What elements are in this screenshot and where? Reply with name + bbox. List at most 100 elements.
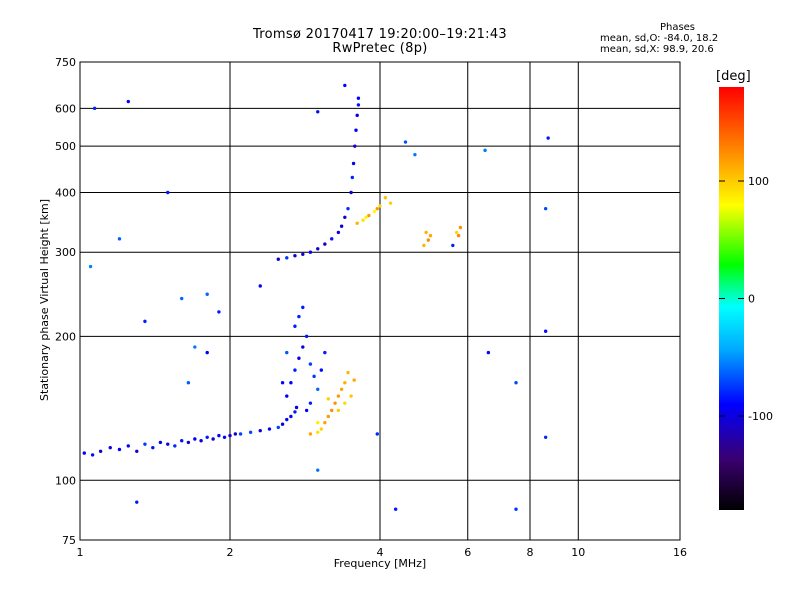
x-tick-label: 4 (377, 546, 384, 559)
data-point (285, 350, 289, 355)
data-point (343, 83, 347, 88)
colorbar-tick-label: 100 (748, 175, 769, 188)
data-point (403, 140, 408, 144)
y-tick-label: 600 (55, 102, 76, 115)
data-point (135, 449, 139, 453)
data-point (336, 394, 341, 398)
data-point (352, 378, 356, 382)
data-point (166, 190, 170, 195)
data-point (98, 449, 103, 453)
data-point (186, 381, 191, 385)
data-point (514, 507, 518, 511)
data-point (92, 106, 97, 111)
data-point (180, 439, 184, 443)
data-point (293, 368, 297, 372)
data-point (343, 381, 347, 385)
data-point (301, 252, 305, 257)
data-point (428, 233, 433, 238)
data-point (336, 408, 341, 413)
x-tick-label: 10 (571, 546, 585, 559)
data-point (193, 437, 197, 441)
data-point (88, 264, 93, 269)
data-point (193, 345, 197, 349)
y-tick-label: 300 (55, 246, 76, 259)
data-point (308, 250, 313, 254)
data-point (285, 256, 289, 260)
data-point (451, 243, 455, 248)
data-point (375, 206, 379, 211)
data-point (458, 225, 463, 230)
phase-stats-header: Phases (659, 22, 696, 33)
data-point (186, 440, 191, 445)
data-point (301, 305, 305, 310)
data-point (205, 435, 209, 440)
data-point (289, 381, 293, 385)
data-point (222, 435, 227, 440)
data-point (205, 292, 209, 296)
data-point (346, 370, 350, 375)
data-point (143, 319, 147, 324)
data-point (349, 190, 353, 195)
data-point (293, 324, 297, 328)
data-point (316, 247, 320, 251)
data-point (151, 445, 155, 450)
data-point (276, 257, 280, 261)
data-point (375, 432, 379, 436)
data-point (228, 433, 232, 438)
x-tick-label: 6 (464, 546, 471, 559)
data-point (217, 433, 221, 438)
y-tick-label: 75 (62, 534, 76, 547)
data-point (248, 430, 253, 435)
data-point (293, 254, 297, 258)
data-point (351, 161, 356, 166)
data-point (316, 468, 320, 472)
data-point (82, 451, 86, 455)
data-point (326, 397, 331, 401)
data-point (330, 237, 334, 241)
data-point (297, 356, 301, 360)
data-point (543, 206, 548, 211)
data-point (199, 439, 203, 443)
chart-title: Tromsø 20170417 19:20:00–19:21:43 (252, 27, 508, 42)
data-point (323, 242, 327, 246)
data-point (323, 350, 327, 355)
data-point (117, 447, 122, 452)
data-point (330, 408, 334, 413)
data-point (90, 453, 95, 457)
data-point (297, 314, 301, 319)
data-point (393, 507, 398, 511)
x-tick-label: 16 (673, 546, 687, 559)
data-point (289, 414, 293, 419)
data-point (343, 401, 347, 405)
data-point (294, 405, 299, 410)
x-tick-label: 2 (227, 546, 234, 559)
data-point (276, 425, 280, 430)
y-tick-label: 500 (55, 140, 76, 153)
data-point (355, 221, 359, 225)
data-point (316, 420, 320, 425)
data-points (82, 83, 550, 511)
data-point (205, 350, 209, 355)
data-point (413, 152, 417, 157)
data-point (350, 175, 355, 180)
data-point (333, 401, 337, 405)
data-point (546, 136, 550, 140)
data-point (316, 110, 320, 114)
y-tick-label: 200 (55, 330, 76, 343)
data-point (316, 430, 320, 435)
data-point (180, 296, 184, 301)
data-point (514, 381, 518, 385)
data-point (424, 230, 428, 235)
data-point (258, 284, 262, 288)
colorbar-label: [deg] (716, 69, 751, 84)
data-point (143, 442, 147, 446)
data-point (126, 99, 130, 104)
data-point (135, 500, 139, 504)
data-point (285, 394, 289, 398)
data-point (336, 230, 341, 235)
y-tick-label: 100 (55, 474, 76, 487)
data-point (383, 196, 388, 200)
y-tick-label: 750 (55, 56, 76, 69)
data-point (267, 427, 272, 431)
